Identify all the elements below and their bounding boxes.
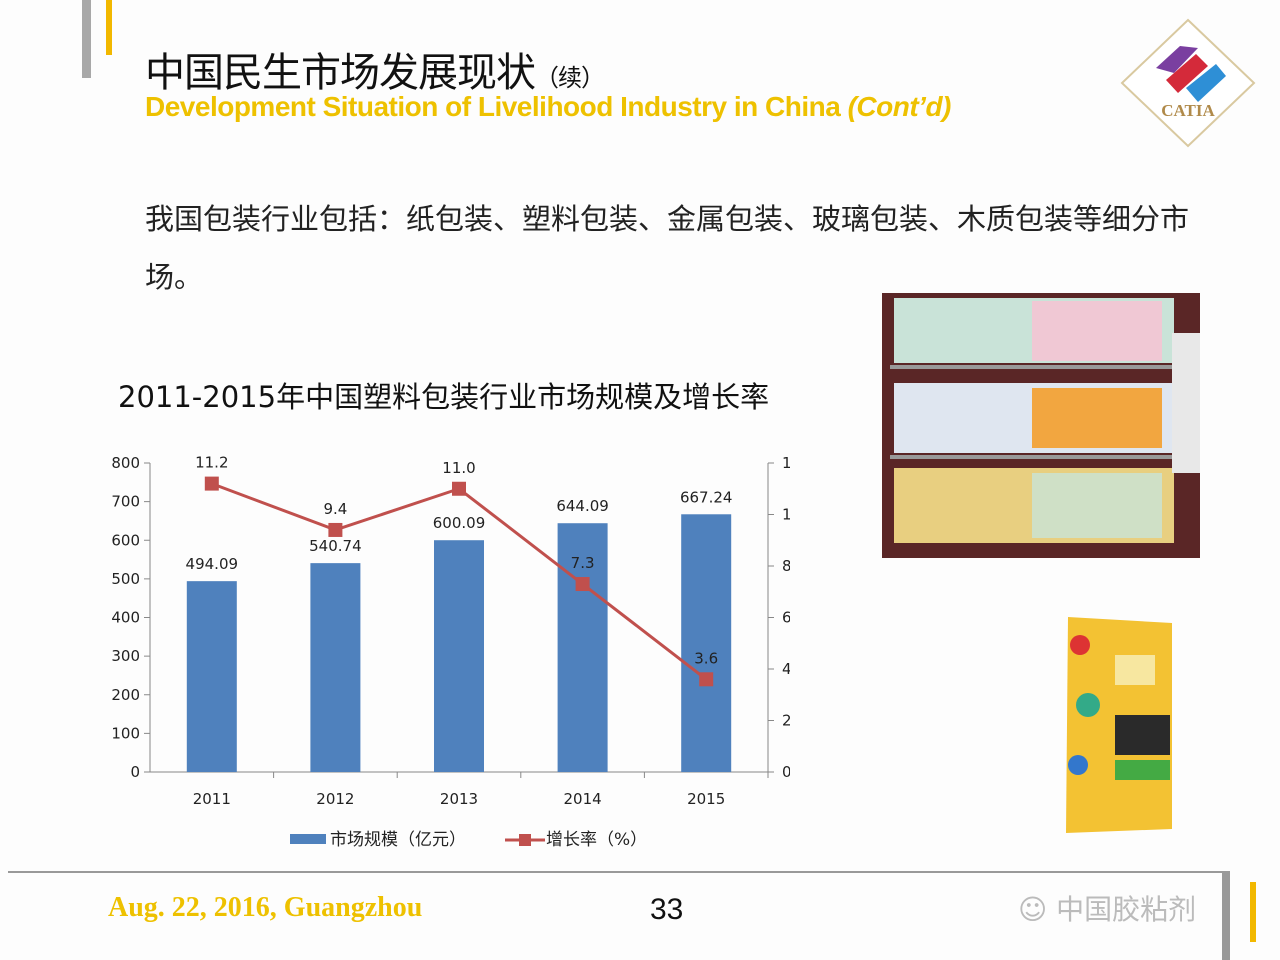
right-tick-label: 0.0 bbox=[782, 763, 790, 781]
left-tick-label: 500 bbox=[111, 570, 140, 588]
decor-bar-yellow bbox=[106, 0, 112, 55]
page-title-cn: 中国民生市场发展现状（续） bbox=[145, 40, 605, 98]
left-tick-label: 100 bbox=[111, 724, 140, 742]
bar-label-2015: 667.24 bbox=[680, 488, 733, 506]
bar-2012 bbox=[310, 563, 361, 772]
growth-point-2014 bbox=[575, 577, 590, 592]
package-graphic bbox=[1066, 617, 1172, 833]
title-cn-suffix: （续） bbox=[535, 64, 605, 92]
right-tick-label: 4.0 bbox=[782, 660, 790, 678]
footer-yellow-bar bbox=[1250, 882, 1256, 942]
x-tick-label: 2011 bbox=[193, 790, 231, 808]
growth-point-2013 bbox=[452, 481, 466, 496]
growth-point-2015 bbox=[699, 672, 714, 687]
growth-label-2014: 7.3 bbox=[571, 554, 595, 572]
bar-label-2014: 644.09 bbox=[556, 497, 609, 515]
body-paragraph: 我国包装行业包括：纸包装、塑料包装、金属包装、玻璃包装、木质包装等细分市场。 bbox=[145, 202, 1190, 294]
bar-2014 bbox=[557, 523, 608, 772]
decor-bar-gray bbox=[82, 0, 91, 78]
legend-marker-line bbox=[519, 834, 531, 846]
growth-label-2013: 11.0 bbox=[442, 459, 475, 477]
chart-title: 2011-2015年中国塑料包装行业市场规模及增长率 bbox=[118, 380, 770, 414]
watermark-text: 中国胶粘剂 bbox=[1056, 893, 1197, 926]
right-tick-label: 10.0 bbox=[782, 506, 790, 524]
title-cn-text: 中国民生市场发展现状 bbox=[145, 50, 536, 96]
page-title-en: Development Situation of Livelihood Indu… bbox=[145, 91, 951, 123]
left-tick-label: 300 bbox=[111, 647, 140, 665]
legend-label-bar: 市场规模（亿元） bbox=[330, 830, 466, 850]
logo-text: CATIA bbox=[1161, 101, 1215, 120]
catia-logo: CATIA bbox=[1120, 18, 1256, 148]
footer-vertical-divider bbox=[1222, 871, 1230, 960]
combo-chart: 0 100 200 300 400 500 600 700 800 0.0 2.0 4.0 6.0 8.0… bbox=[111, 454, 790, 850]
growth-label-2015: 3.6 bbox=[694, 649, 718, 667]
growth-point-2011 bbox=[204, 476, 219, 491]
footer-divider bbox=[8, 871, 1230, 873]
growth-label-2011: 11.2 bbox=[195, 454, 228, 472]
left-tick-label: 0 bbox=[130, 763, 140, 781]
title-en-suffix: (Cont’d) bbox=[847, 91, 952, 122]
shelf-photo bbox=[882, 293, 1200, 558]
legend-swatch-bar bbox=[290, 834, 326, 844]
page-number: 33 bbox=[650, 893, 684, 926]
wechat-icon: ☺ bbox=[1018, 893, 1057, 926]
bar-label-2012: 540.74 bbox=[309, 537, 362, 555]
left-tick-label: 400 bbox=[111, 609, 140, 627]
legend-label-line: 增长率（%） bbox=[546, 830, 647, 850]
shelf-photo-graphic bbox=[882, 293, 1200, 558]
right-tick-label: 6.0 bbox=[782, 609, 790, 627]
snack-package-photo bbox=[1060, 615, 1175, 835]
right-tick-label: 8.0 bbox=[782, 557, 790, 575]
footer-date: Aug. 22, 2016, Guangzhou bbox=[108, 892, 423, 923]
growth-label-2012: 9.4 bbox=[323, 500, 347, 518]
right-tick-label: 12.0 bbox=[782, 454, 790, 472]
left-tick-label: 600 bbox=[111, 531, 140, 549]
bar-label-2011: 494.09 bbox=[186, 555, 239, 573]
left-tick-label: 700 bbox=[111, 493, 140, 511]
bar-2013 bbox=[434, 540, 484, 772]
x-tick-label: 2013 bbox=[440, 790, 478, 808]
watermark: ☺ 中国胶粘剂 bbox=[1018, 888, 1196, 928]
x-tick-label: 2012 bbox=[316, 790, 354, 808]
x-tick-label: 2014 bbox=[564, 790, 602, 808]
bar-label-2013: 600.09 bbox=[433, 514, 486, 532]
right-tick-label: 2.0 bbox=[782, 712, 790, 730]
title-en-text: Development Situation of Livelihood Indu… bbox=[145, 91, 841, 122]
left-tick-label: 800 bbox=[111, 454, 140, 472]
left-tick-label: 200 bbox=[111, 686, 140, 704]
bar-2011 bbox=[186, 581, 237, 772]
x-tick-label: 2015 bbox=[687, 790, 725, 808]
growth-point-2012 bbox=[328, 522, 343, 537]
bar-2015 bbox=[681, 514, 732, 772]
